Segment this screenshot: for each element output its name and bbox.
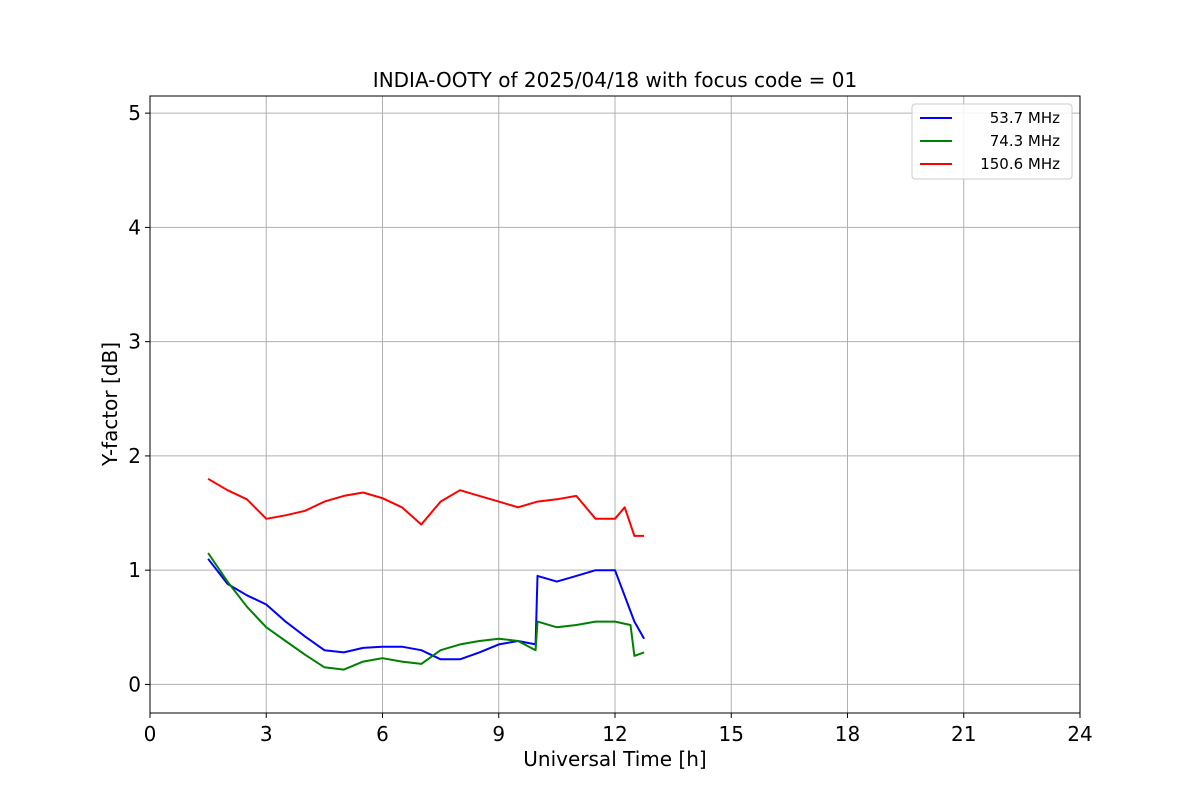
x-tick-label: 15 [719,722,744,746]
series-line-0 [207,558,645,661]
series-layer [207,477,645,671]
x-tick-label: 24 [1067,722,1092,746]
legend-label-0: 53.7 MHz [990,109,1060,127]
legend: 53.7 MHz 74.3 MHz 150.6 MHz [911,103,1073,180]
y-axis-label: Y-factor [dB] [98,342,122,467]
y-tick-label: 0 [128,672,141,696]
series-line-2 [207,477,645,537]
y-tick-label: 2 [128,444,141,468]
x-tick-label: 6 [376,722,389,746]
x-tick-label: 18 [835,722,860,746]
x-tick-label: 12 [602,722,627,746]
series-line-1 [207,552,645,671]
x-tick-label: 9 [492,722,505,746]
legend-label-2: 150.6 MHz [980,155,1060,173]
x-tick-label: 3 [260,722,273,746]
legend-box [911,103,1073,180]
y-tick-label: 5 [128,101,141,125]
x-tick-label: 0 [144,722,157,746]
y-tick-label: 1 [128,558,141,582]
x-tick-label: 21 [951,722,976,746]
x-axis-label: Universal Time [h] [523,747,706,771]
legend-label-1: 74.3 MHz [990,132,1060,150]
y-tick-label: 4 [128,215,141,239]
y-tick-label: 3 [128,330,141,354]
chart-title: INDIA-OOTY of 2025/04/18 with focus code… [373,68,857,92]
